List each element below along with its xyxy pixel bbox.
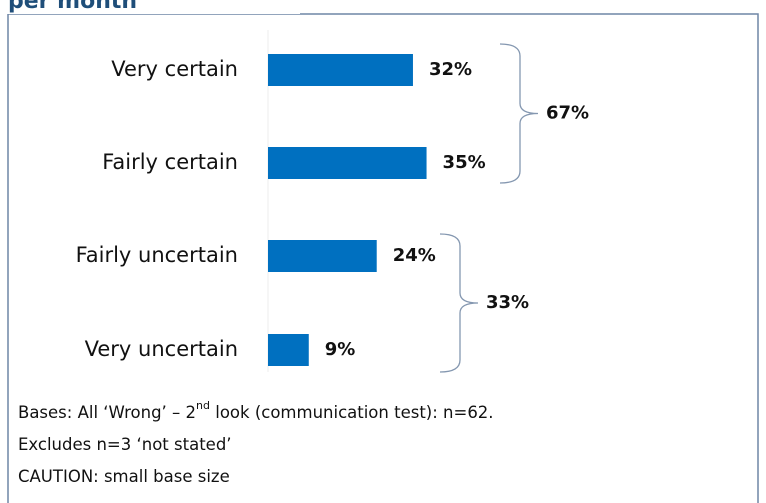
note-text: Bases: All ‘Wrong’ – 2: [18, 403, 196, 422]
title-backdrop: [0, 0, 300, 14]
note-superscript: nd: [196, 399, 210, 412]
bracket: [439, 233, 479, 373]
category-label: Fairly certain: [102, 150, 238, 174]
note-text: Excludes n=3 ‘not stated’: [18, 435, 232, 454]
value-label: 32%: [429, 59, 472, 80]
category-label: Fairly uncertain: [76, 243, 238, 267]
bracket-label: 67%: [546, 103, 589, 124]
bar: [268, 147, 427, 179]
bar: [268, 240, 377, 272]
value-label: 9%: [325, 339, 356, 360]
category-label: Very uncertain: [85, 337, 238, 361]
bracket-label: 33%: [486, 292, 529, 313]
note-text: look (communication test): n=62.: [210, 403, 494, 422]
note-text: CAUTION: small base size: [18, 467, 230, 486]
category-label: Very certain: [111, 57, 238, 81]
note: Excludes n=3 ‘not stated’: [18, 435, 232, 454]
bar: [268, 54, 413, 86]
chart-title: per month: [8, 0, 137, 14]
bracket: [499, 43, 539, 184]
note: CAUTION: small base size: [18, 467, 230, 486]
value-label: 35%: [443, 152, 486, 173]
note: Bases: All ‘Wrong’ – 2nd look (communica…: [18, 399, 494, 422]
value-label: 24%: [393, 245, 436, 266]
bar: [268, 334, 309, 366]
frame: [7, 13, 759, 503]
